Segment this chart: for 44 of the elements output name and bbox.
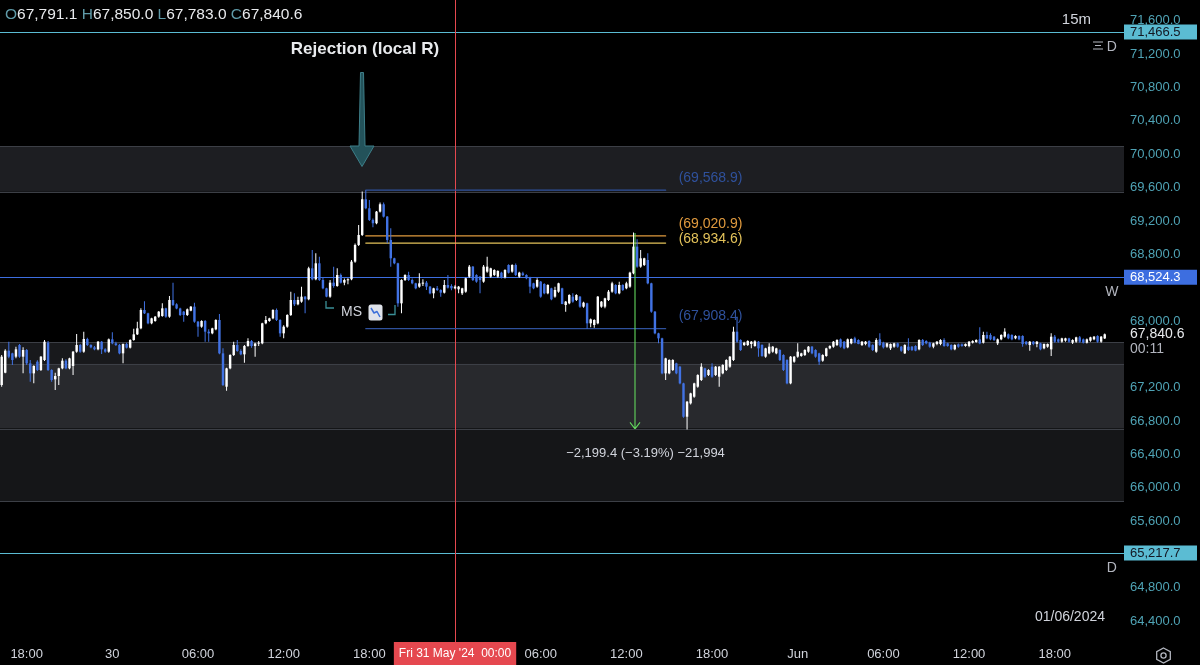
x-tick-label: 18:00 — [1038, 646, 1072, 662]
annotation: MS — [341, 303, 362, 320]
annotation: Rejection (local R) — [290, 38, 440, 58]
y-tick-label: 71,200.0 — [1130, 45, 1181, 61]
x-tick-label: 12:00 — [267, 646, 300, 662]
annotation: 01/06/2024 — [1034, 607, 1106, 624]
y-tick-label: 66,000.0 — [1130, 479, 1181, 495]
x-tick-label: 06:00 — [524, 646, 557, 662]
annotation: W — [1105, 283, 1120, 300]
x-tick-label: 12:00 — [952, 646, 986, 662]
ref-line-label: Fri 31 May '24 00:00 — [398, 645, 512, 660]
x-tick-label: 06:00 — [181, 646, 215, 662]
y-tick-label: 67,200.0 — [1130, 379, 1181, 395]
y-tick-label: 68,000.0 — [1130, 312, 1181, 328]
y-tick-label: 70,000.0 — [1130, 145, 1181, 161]
y-tick-label: 66,400.0 — [1130, 445, 1181, 461]
annotation: −2,199.4 (−3.19%) −21,994 — [566, 445, 725, 461]
x-tick-label: 18:00 — [353, 646, 386, 662]
text: 67,840.6 — [1130, 325, 1185, 342]
x-tick-label: 12:00 — [610, 646, 643, 662]
text: 15m — [1061, 10, 1091, 28]
x-tick-label: 06:00 — [867, 646, 900, 662]
series-label: (69,568.9) — [678, 169, 743, 186]
annotation: O67,791.1 H67,850.0 L67,783.0 C67,840.6 — [5, 5, 303, 22]
x-tick-label: 18:00 — [695, 646, 729, 662]
y-tick-label: 69,200.0 — [1130, 212, 1181, 228]
y-tick-label: 68,800.0 — [1130, 245, 1181, 261]
ref-line-label: 65,217.7 — [1130, 545, 1181, 561]
y-tick-label: 69,600.0 — [1130, 179, 1181, 195]
x-tick-label: 30 — [105, 646, 120, 662]
series-label: (69,020.9) — [678, 214, 743, 231]
y-tick-label: 65,600.0 — [1130, 512, 1181, 528]
y-tick-label: 70,800.0 — [1130, 79, 1181, 95]
series-label: (67,908.4) — [678, 307, 743, 324]
ref-line-label: 68,524.3 — [1130, 269, 1181, 285]
annotation: D — [1106, 37, 1117, 54]
text: 00:11 — [1130, 340, 1165, 357]
y-tick-label: 66,800.0 — [1130, 412, 1181, 428]
y-tick-label: 70,400.0 — [1130, 112, 1181, 128]
annotation: D — [1106, 558, 1117, 575]
x-tick-label: 18:00 — [10, 646, 43, 662]
x-tick-label: Jun — [787, 646, 809, 662]
y-tick-label: 64,800.0 — [1130, 579, 1181, 595]
y-tick-label: 64,400.0 — [1130, 612, 1181, 628]
